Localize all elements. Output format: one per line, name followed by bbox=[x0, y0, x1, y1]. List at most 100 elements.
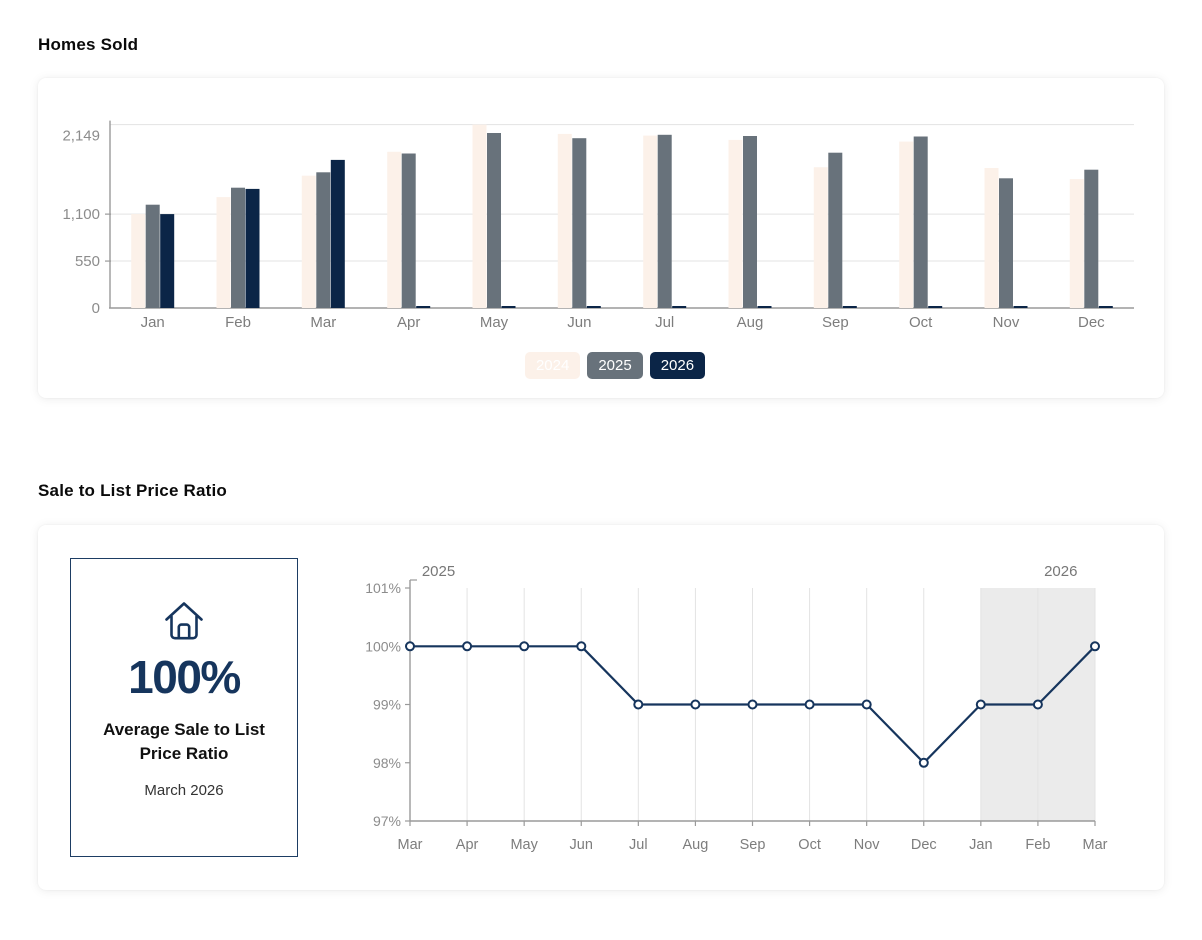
data-point-Dec-98%[interactable] bbox=[918, 757, 929, 768]
x-axis-label-Aug: Aug bbox=[737, 314, 764, 331]
data-point-Oct-99%[interactable] bbox=[804, 699, 815, 710]
data-point-Mar-100%[interactable] bbox=[1090, 641, 1100, 652]
x-axis-label-Oct: Oct bbox=[909, 314, 933, 331]
bar-2026-Apr[interactable] bbox=[416, 306, 431, 308]
legend-button-2026[interactable]: 2026 bbox=[649, 352, 706, 379]
x-axis-label-11-Feb: Feb bbox=[1025, 837, 1050, 853]
bar-2025-Sep[interactable] bbox=[828, 152, 843, 308]
bar-2025-Feb[interactable] bbox=[231, 187, 245, 308]
x-axis-label-Jun: Jun bbox=[567, 314, 591, 331]
x-axis-label-May: May bbox=[480, 314, 509, 331]
bar-2024-Jun[interactable] bbox=[557, 133, 572, 308]
bar-2025-Jan[interactable] bbox=[145, 204, 160, 308]
bar-2024-Jan[interactable] bbox=[131, 214, 146, 308]
x-axis-label-Dec: Dec bbox=[1078, 314, 1105, 331]
homes-sold-title: Homes Sold bbox=[38, 35, 139, 54]
bar-2025-Apr[interactable] bbox=[401, 153, 416, 309]
x-axis-label-2-May: May bbox=[510, 837, 538, 853]
bar-2026-Sep[interactable] bbox=[842, 306, 857, 308]
x-axis-label-12-Mar: Mar bbox=[1083, 837, 1108, 853]
y-axis-label-99: 99% bbox=[373, 697, 401, 713]
y-axis-label-97: 97% bbox=[373, 813, 401, 829]
sale-to-list-card: 100% Average Sale to List Price Ratio Ma… bbox=[38, 525, 1164, 890]
bar-2026-Dec[interactable] bbox=[1098, 306, 1113, 308]
x-axis-label-10-Jan: Jan bbox=[969, 837, 992, 853]
y-axis-label-101: 101% bbox=[365, 580, 401, 596]
bar-2024-Dec[interactable] bbox=[1069, 179, 1084, 308]
bar-2025-Oct[interactable] bbox=[913, 136, 928, 309]
sale-to-list-title: Sale to List Price Ratio bbox=[38, 481, 228, 500]
data-point-Jan-99%[interactable] bbox=[975, 699, 986, 710]
bar-2026-May[interactable] bbox=[501, 306, 516, 308]
stat-value: 100% bbox=[128, 651, 241, 703]
bar-2026-Nov[interactable] bbox=[1013, 306, 1028, 308]
bar-2025-Jun[interactable] bbox=[572, 138, 587, 308]
x-axis-label-8-Nov: Nov bbox=[854, 837, 881, 853]
legend-button-2024[interactable]: 2024 bbox=[524, 352, 581, 379]
y-axis-label-550: 550 bbox=[75, 253, 100, 270]
bar-2026-Mar[interactable] bbox=[330, 159, 345, 308]
sale-to-list-line-chart: Mar Apr May Jun Jul Aug Sep Oct Nov Dec Jan Feb Mar 1… bbox=[365, 563, 1108, 853]
x-axis-label-3-Jun: Jun bbox=[570, 837, 593, 853]
legend-button-2025[interactable]: 2025 bbox=[587, 352, 643, 379]
bar-2026-Jun[interactable] bbox=[586, 306, 601, 308]
bar-2024-Oct[interactable] bbox=[899, 141, 914, 308]
homes-sold-bar-chart: 0 550 1,100 2,149 Jan Feb Mar Apr May Jun Jul Aug Se… bbox=[62, 120, 1134, 331]
x-axis-label-Apr: Apr bbox=[397, 314, 420, 331]
bar-2025-Mar[interactable] bbox=[316, 172, 331, 308]
y-axis-label-100: 100% bbox=[365, 638, 401, 654]
year-label-2025: 2025 bbox=[422, 563, 455, 580]
bar-2024-Aug[interactable] bbox=[728, 139, 743, 308]
bar-2026-Feb[interactable] bbox=[245, 188, 260, 308]
x-axis-label-Mar: Mar bbox=[310, 314, 336, 331]
data-point-Sep-99%[interactable] bbox=[747, 699, 758, 710]
bar-chart-legend: 2024 2025 2026 bbox=[52, 352, 1178, 379]
bar-2025-Jul[interactable] bbox=[657, 134, 672, 308]
x-axis-label-Sep: Sep bbox=[822, 314, 849, 331]
bar-2024-Sep[interactable] bbox=[813, 167, 828, 308]
x-axis-label-Jan: Jan bbox=[141, 314, 165, 331]
x-axis-label-Jul: Jul bbox=[655, 314, 674, 331]
bar-2024-Apr[interactable] bbox=[387, 151, 402, 308]
bar-2024-Nov[interactable] bbox=[984, 168, 999, 308]
data-point-Mar-100%[interactable] bbox=[405, 641, 415, 652]
stat-label: Average Sale to List Price Ratio bbox=[103, 720, 265, 763]
stat-card: 100% Average Sale to List Price Ratio Ma… bbox=[70, 558, 298, 857]
data-point-Nov-99%[interactable] bbox=[861, 699, 872, 710]
year-label-2026: 2026 bbox=[1044, 563, 1077, 580]
bar-2025-Aug[interactable] bbox=[743, 136, 757, 308]
bar-2026-Jul[interactable] bbox=[672, 306, 687, 308]
x-axis-label-Feb: Feb bbox=[225, 314, 251, 331]
x-axis-label-1-Apr: Apr bbox=[456, 837, 479, 853]
data-point-Jun-100%[interactable] bbox=[576, 641, 587, 652]
x-axis-label-7-Oct: Oct bbox=[798, 837, 821, 853]
y-axis-label-98: 98% bbox=[373, 755, 401, 771]
bar-2026-Aug[interactable] bbox=[757, 306, 772, 308]
data-point-Jul-99%[interactable] bbox=[633, 699, 644, 710]
bar-2024-Jul[interactable] bbox=[643, 135, 658, 308]
homes-sold-card: 0 550 1,100 2,149 Jan Feb Mar Apr May Jun Jul Aug Se… bbox=[38, 78, 1164, 398]
bar-2025-Nov[interactable] bbox=[999, 178, 1013, 308]
bar-2025-Dec[interactable] bbox=[1084, 169, 1099, 308]
y-axis-label-2149: 2,149 bbox=[62, 128, 100, 145]
x-axis-label-6-Sep: Sep bbox=[740, 837, 766, 853]
y-axis-label-1100: 1,100 bbox=[62, 206, 100, 223]
data-point-May-100%[interactable] bbox=[519, 641, 530, 652]
bar-2026-Oct[interactable] bbox=[928, 306, 943, 308]
stat-sublabel: March 2026 bbox=[144, 782, 224, 799]
bar-2025-May[interactable] bbox=[487, 133, 501, 308]
bar-2024-May[interactable] bbox=[472, 124, 487, 308]
bar-2024-Mar[interactable] bbox=[301, 175, 316, 308]
data-point-Apr-100%[interactable] bbox=[462, 641, 473, 652]
x-axis-label-0-Mar: Mar bbox=[398, 837, 423, 853]
x-axis-label-5-Aug: Aug bbox=[683, 837, 709, 853]
house-icon bbox=[165, 602, 203, 640]
x-axis-label-4-Jul: Jul bbox=[629, 837, 648, 853]
x-axis-label-9-Dec: Dec bbox=[911, 837, 937, 853]
y-axis-label-0: 0 bbox=[92, 300, 100, 317]
data-point-Feb-99%[interactable] bbox=[1032, 699, 1043, 710]
data-point-Aug-99%[interactable] bbox=[690, 699, 701, 710]
bar-2024-Feb[interactable] bbox=[216, 197, 231, 308]
bar-2026-Jan[interactable] bbox=[160, 214, 175, 308]
